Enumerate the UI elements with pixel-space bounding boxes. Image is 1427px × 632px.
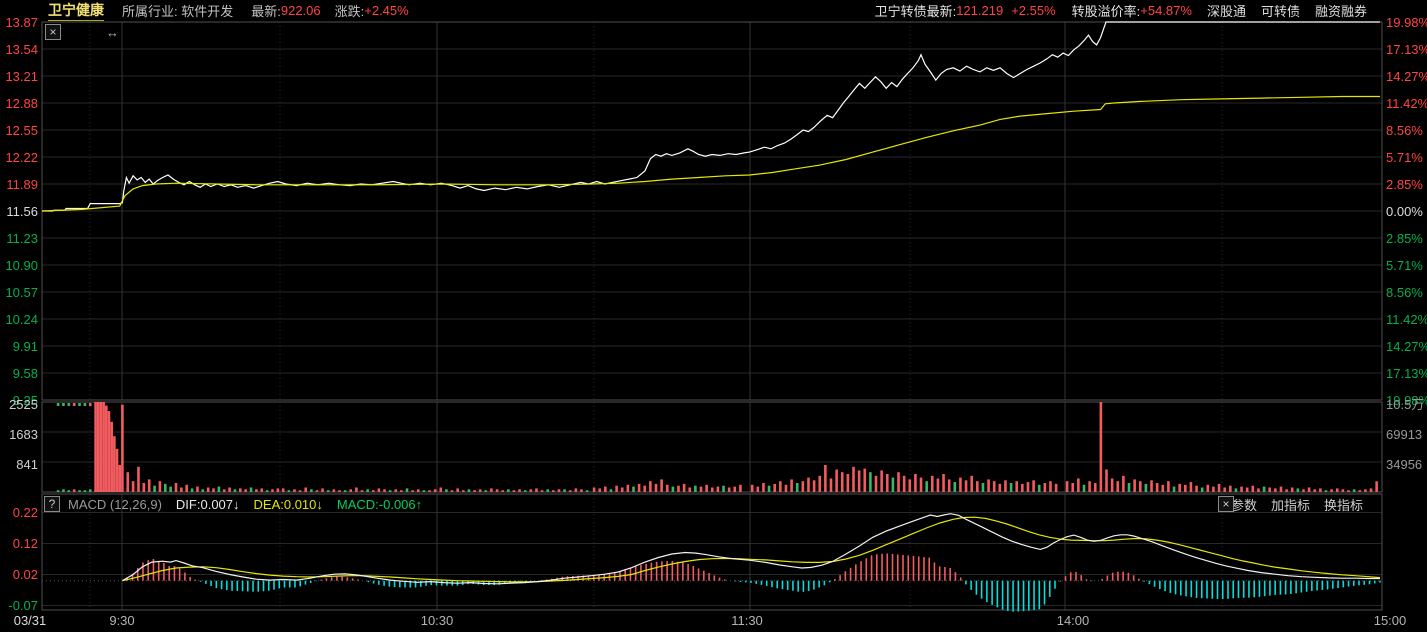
macd-toolbar: 改参数 加指标 换指标 ×	[1217, 496, 1377, 513]
macd-hist-value: MACD:-0.006↑	[336, 496, 423, 512]
latest-value: 922.06	[280, 3, 321, 18]
switch-indicator-button[interactable]: 换指标	[1323, 497, 1363, 513]
header-bar: 卫宁健康 所属行业: 软件开发 最新: 922.06 涨跌: +2.45% 卫宁…	[0, 0, 1427, 21]
change-label: 涨跌:	[334, 4, 365, 19]
resize-horizontal-icon[interactable]: ↔	[106, 25, 119, 40]
tag-shenzhen-connect[interactable]: 深股通	[1206, 4, 1246, 19]
add-indicator-button[interactable]: 加指标	[1270, 497, 1310, 513]
bond-price: 121.219	[956, 3, 1004, 18]
close-overlay-button[interactable]: ×	[45, 24, 61, 40]
help-icon[interactable]: ?	[44, 496, 60, 512]
premium-value: +54.87%	[1140, 3, 1192, 18]
industry-label: 所属行业: 软件开发	[122, 4, 234, 19]
macd-dea-value: DEA:0.010↓	[253, 496, 323, 512]
macd-header-row: ? MACD (12,26,9) DIF:0.007↓ DEA:0.010↓ M…	[44, 496, 422, 512]
latest-label: 最新:	[251, 4, 281, 19]
close-indicator-button[interactable]: ×	[1217, 496, 1234, 512]
tag-margin-trading[interactable]: 融资融券	[1314, 4, 1367, 19]
change-value: +2.45%	[364, 3, 409, 18]
premium-label: 转股溢价率:	[1071, 4, 1141, 19]
tag-convertible-bond[interactable]: 可转债	[1260, 4, 1300, 19]
bond-change: +2.55%	[1011, 3, 1056, 18]
macd-title: MACD (12,26,9)	[68, 496, 162, 512]
stock-name[interactable]: 卫宁健康	[48, 0, 104, 21]
bond-name-label: 卫宁转债最新:	[874, 4, 957, 19]
macd-dif-value: DIF:0.007↓	[175, 496, 240, 512]
